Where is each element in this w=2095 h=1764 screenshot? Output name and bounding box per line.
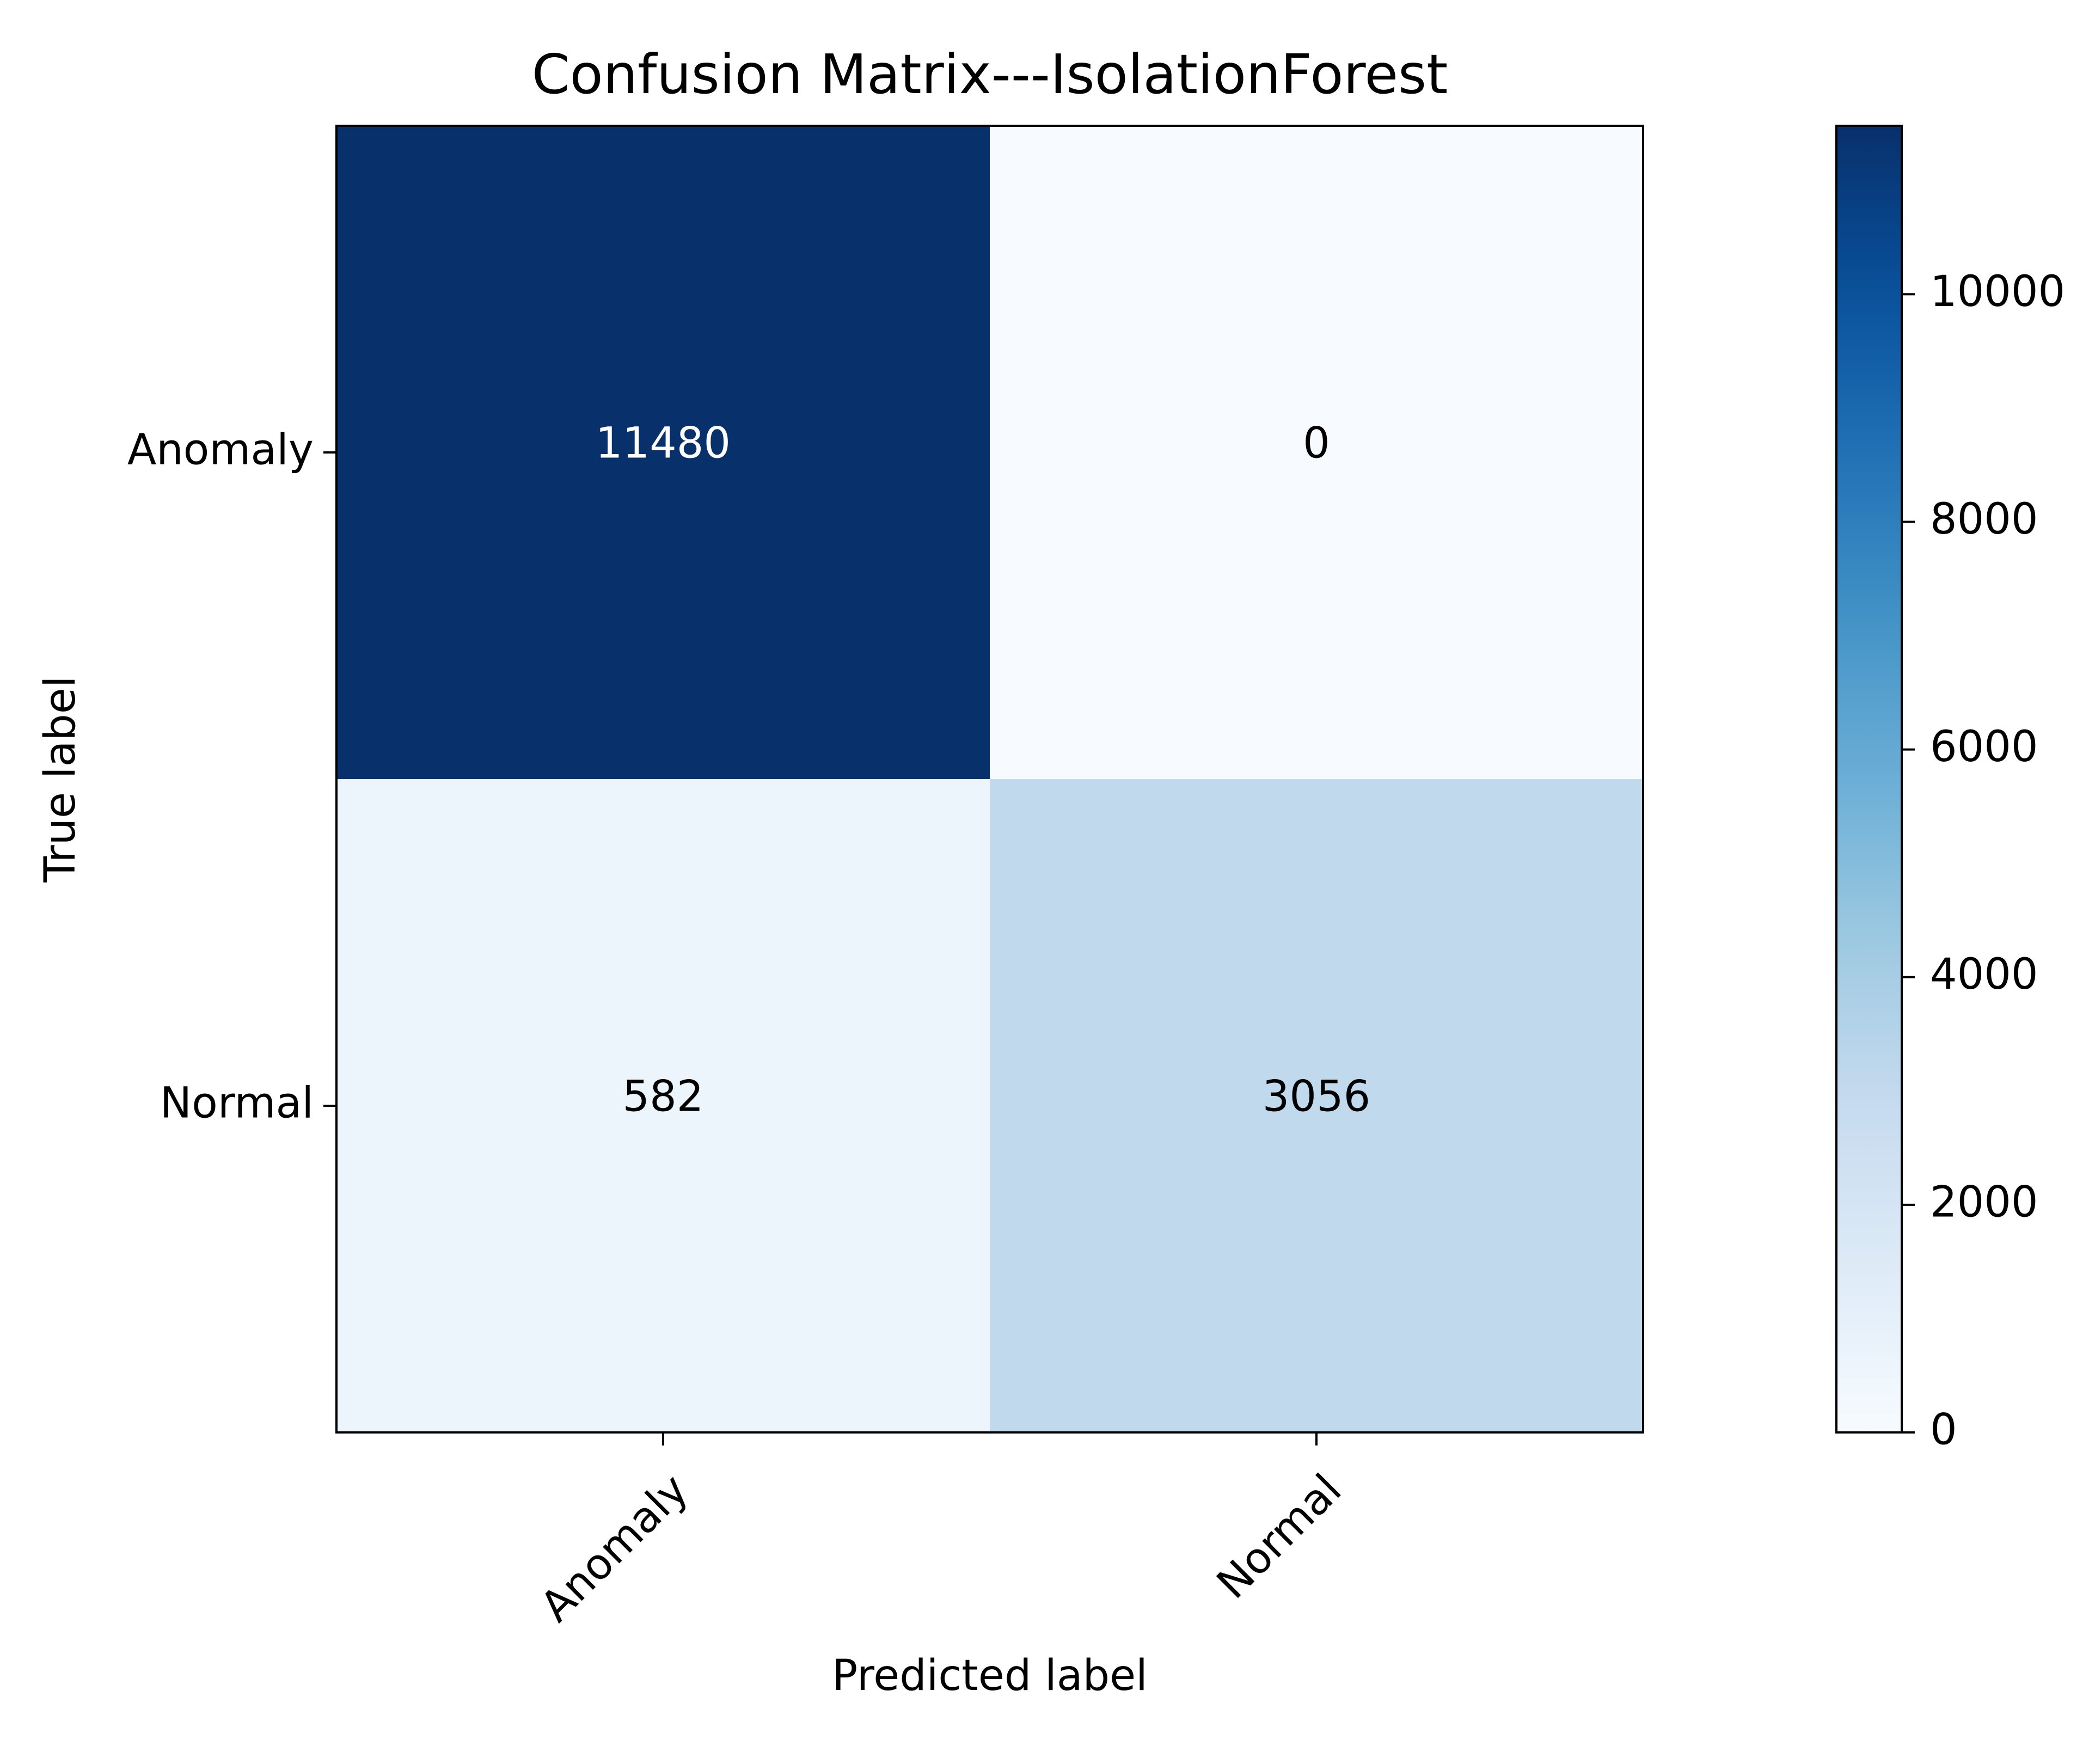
colorbar-tick-label: 0 [1930,1405,1957,1454]
cell-value-label: 582 [623,1072,704,1121]
colorbar [1835,125,1903,1434]
cell-value-label: 3056 [1263,1072,1371,1121]
heatmap-cell [336,779,990,1433]
y-tick-label: Normal [160,1079,314,1128]
heatmap-cells [336,126,1644,1433]
colorbar-tick-label: 8000 [1930,495,2038,544]
colorbar-tick-label: 6000 [1930,722,2038,771]
heatmap-cell [990,126,1644,780]
cell-value-label: 0 [1303,419,1330,468]
x-tick-label: Normal [1208,1465,1351,1608]
y-tick-label: Anomaly [127,425,314,474]
colorbar-tick-label: 4000 [1930,950,2038,999]
colorbar-ticks: 0 2000 4000 6000 8000 10000 [1902,267,2065,1454]
y-axis-label: True label [36,676,85,883]
y-axis-ticks: Anomaly Normal [127,425,336,1128]
heatmap-cell [990,779,1644,1433]
x-tick-label: Anomaly [531,1465,698,1632]
cell-value-label: 11480 [596,419,731,468]
colorbar-tick-label: 2000 [1930,1178,2038,1227]
x-axis-ticks: Anomaly Normal [531,1432,1351,1631]
chart-title: Confusion Matrix---IsolationForest [532,42,1448,106]
cell-value-labels: 11480 0 582 3056 [596,419,1370,1121]
x-axis-label: Predicted label [832,1651,1148,1700]
plot-frame [335,125,1644,1434]
colorbar-tick-label: 10000 [1930,267,2065,316]
heatmap-cell [336,126,990,780]
